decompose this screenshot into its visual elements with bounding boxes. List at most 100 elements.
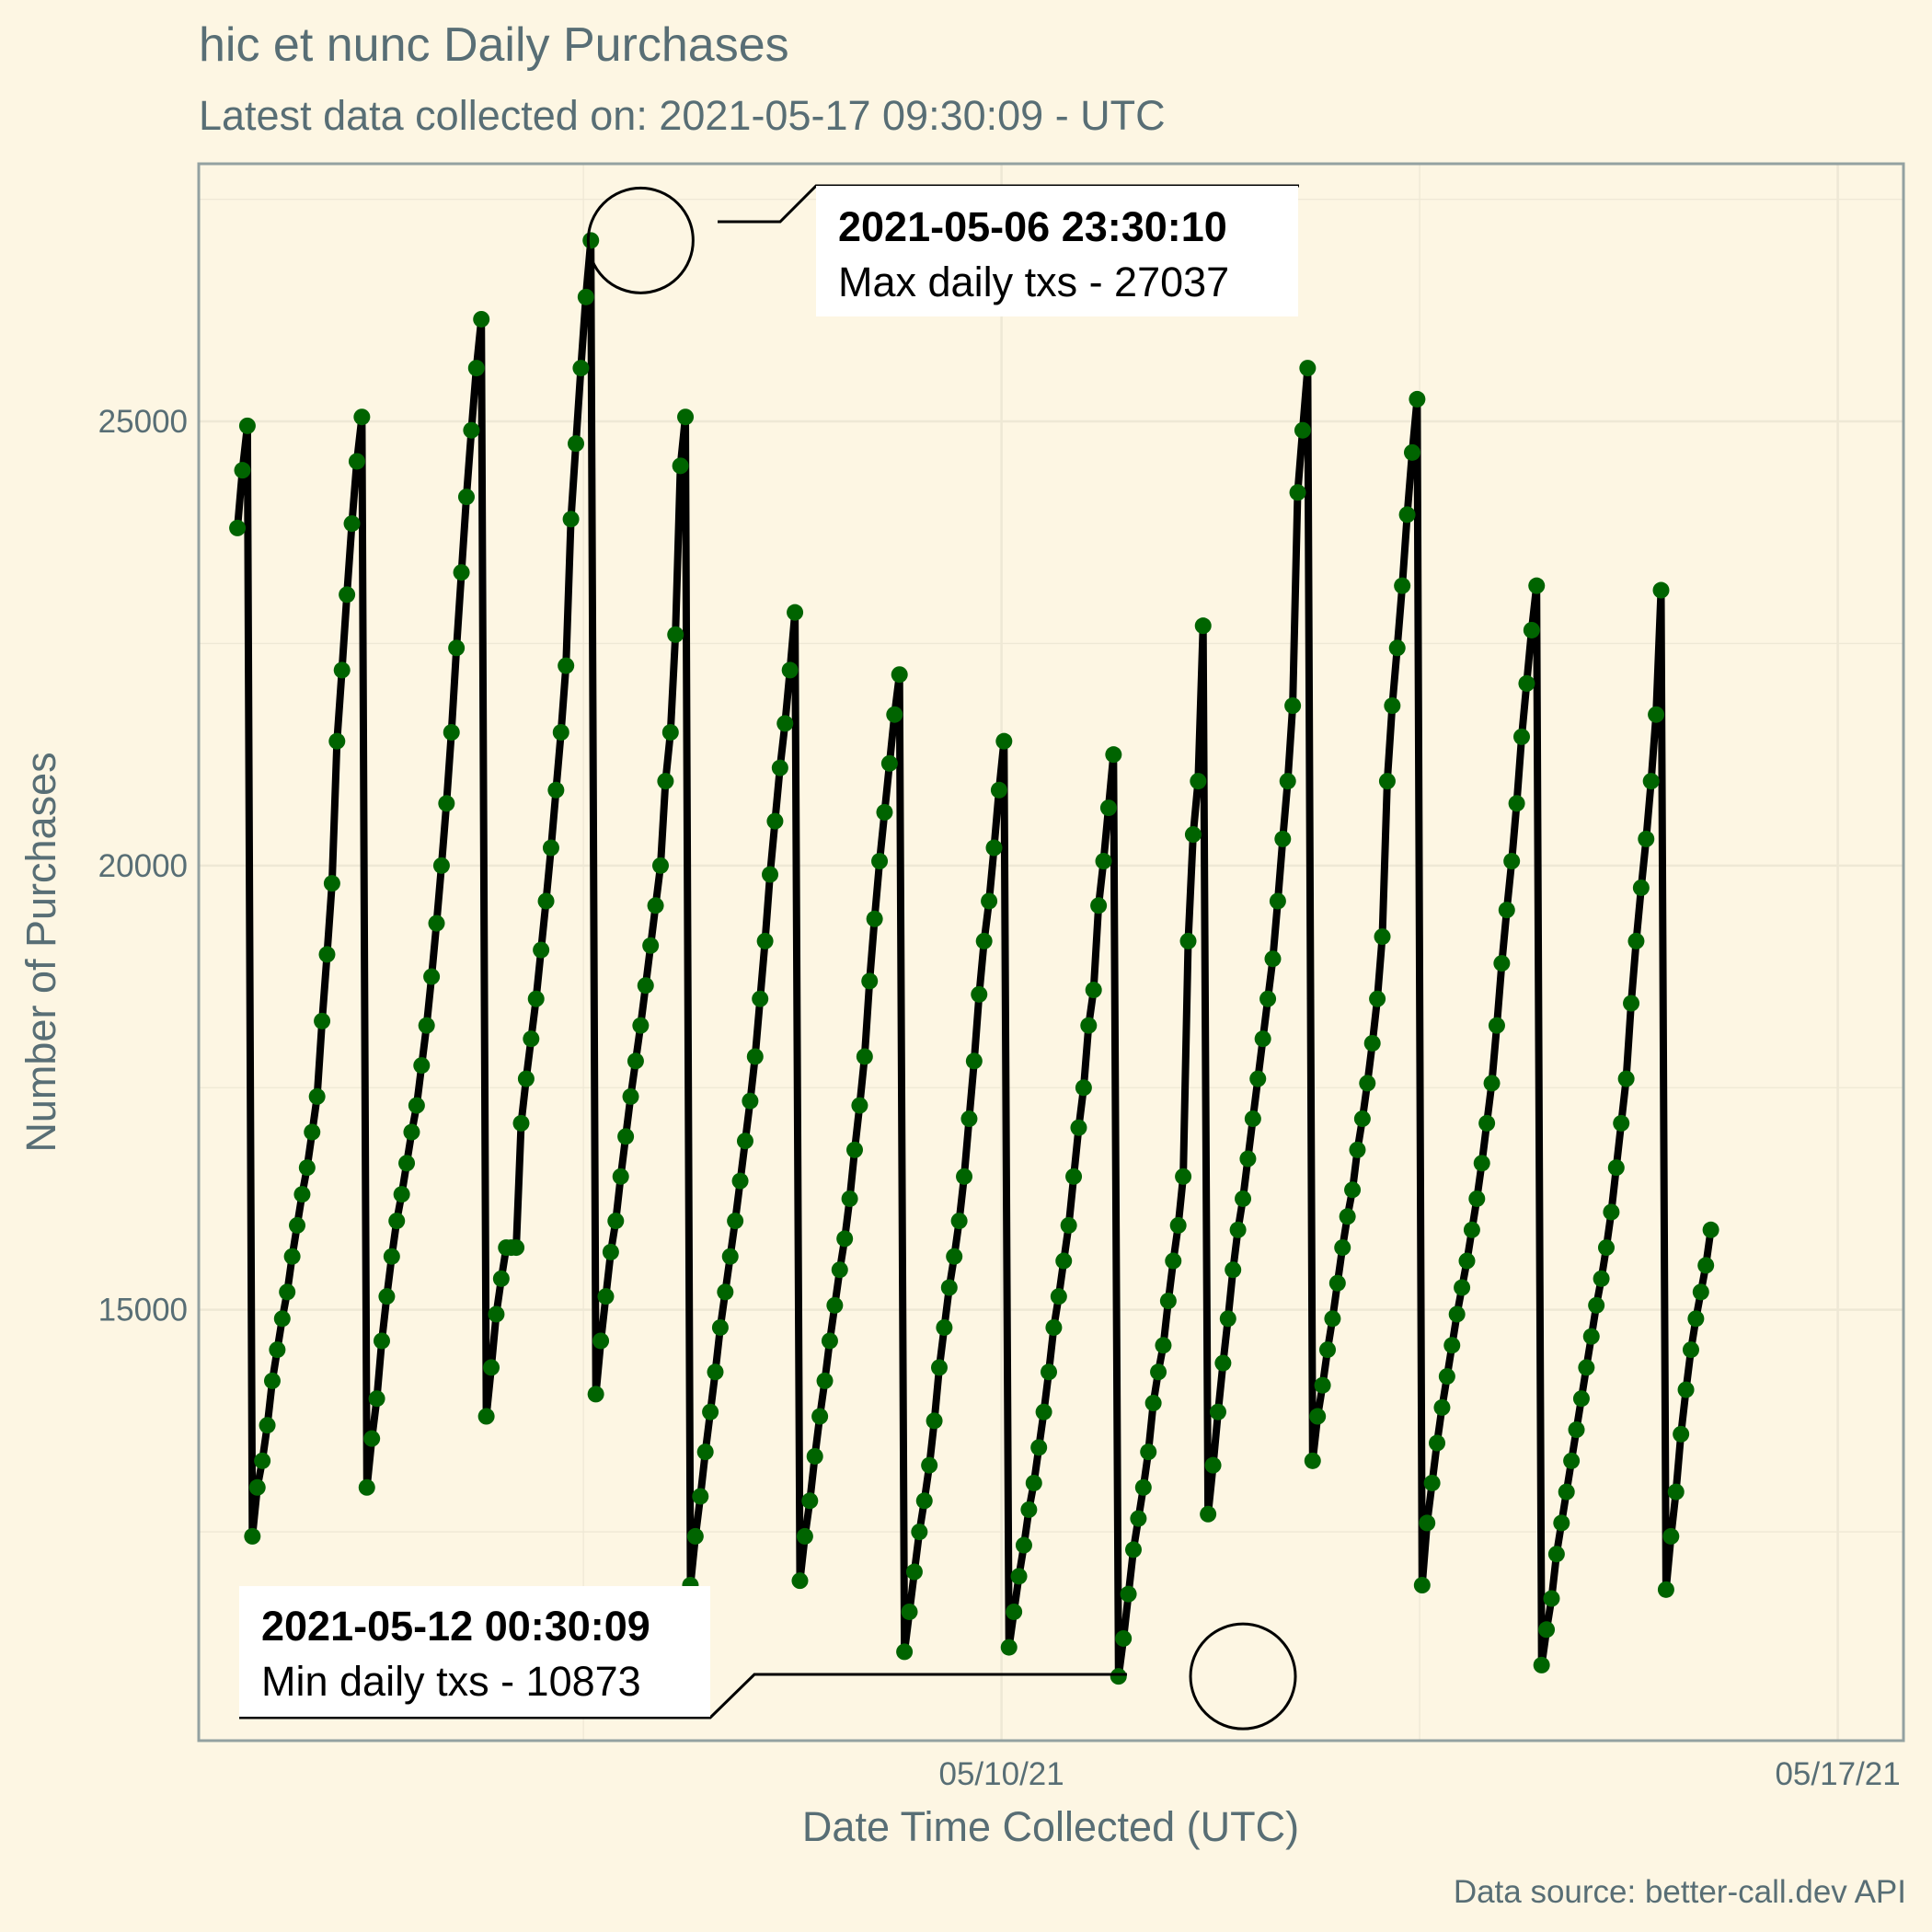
data-point — [836, 1230, 854, 1248]
data-point — [956, 1167, 973, 1185]
data-point — [1533, 1656, 1550, 1673]
data-point — [1020, 1501, 1038, 1518]
data-point — [831, 1261, 848, 1279]
data-point — [388, 1213, 406, 1230]
data-point — [1006, 1603, 1023, 1620]
data-point — [1060, 1216, 1077, 1234]
data-point — [642, 937, 660, 954]
data-point — [1667, 1483, 1685, 1501]
chart-subtitle: Latest data collected on: 2021-05-17 09:… — [199, 92, 1166, 139]
data-point — [229, 519, 247, 536]
data-point — [856, 1048, 873, 1065]
data-point — [273, 1310, 291, 1328]
data-point — [851, 1097, 868, 1114]
data-point — [323, 875, 340, 892]
data-point — [667, 626, 684, 643]
data-point — [880, 754, 898, 772]
data-point — [960, 1110, 978, 1128]
data-point — [901, 1603, 918, 1620]
data-point — [1035, 1403, 1052, 1420]
data-point — [348, 453, 365, 470]
y-tick-label: 25000 — [98, 404, 188, 440]
data-point — [617, 1128, 635, 1145]
max-label-text: Max daily txs - 27037 — [838, 259, 1229, 305]
data-point — [1607, 1159, 1625, 1177]
data-point — [552, 724, 569, 742]
data-point — [413, 1057, 431, 1075]
data-point — [1652, 581, 1670, 599]
data-point — [1249, 1070, 1267, 1087]
data-point — [940, 1279, 958, 1296]
data-point — [477, 1408, 495, 1425]
data-point — [1349, 1141, 1366, 1158]
data-point — [1384, 697, 1401, 715]
data-point — [289, 1216, 306, 1234]
data-point — [1597, 1239, 1615, 1257]
data-point — [592, 1332, 610, 1350]
data-point — [1179, 932, 1197, 949]
chart-caption: Data source: better-call.dev API — [1454, 1874, 1906, 1910]
data-point — [861, 972, 879, 990]
data-point — [1085, 982, 1102, 999]
data-point — [438, 795, 455, 812]
data-point — [1319, 1341, 1337, 1359]
data-point — [930, 1359, 948, 1376]
data-point — [318, 946, 336, 963]
annotation-max: 2021-05-06 23:30:10 Max daily txs - 2703… — [586, 184, 1299, 316]
data-point — [1578, 1359, 1595, 1376]
data-point — [339, 586, 356, 604]
data-point — [368, 1390, 385, 1408]
data-point — [1558, 1483, 1575, 1501]
data-point — [1144, 1395, 1162, 1412]
data-point — [846, 1141, 864, 1158]
data-point — [841, 1190, 858, 1207]
data-point — [1204, 1456, 1222, 1474]
data-point — [1642, 773, 1660, 790]
data-point — [279, 1283, 296, 1301]
data-point — [1593, 1270, 1610, 1287]
data-point — [587, 1386, 604, 1403]
data-point — [891, 666, 908, 684]
data-point — [353, 408, 371, 426]
data-point — [781, 661, 799, 679]
data-point — [1120, 1585, 1137, 1603]
data-point — [1194, 617, 1212, 635]
data-point — [542, 839, 559, 857]
plot-panel-border — [197, 162, 1905, 1742]
data-point — [1025, 1474, 1042, 1491]
data-point — [1613, 1114, 1630, 1132]
data-point — [244, 1527, 261, 1545]
data-point — [483, 1359, 500, 1376]
data-point — [523, 1030, 540, 1048]
data-point — [1155, 1337, 1172, 1354]
data-point — [1687, 1310, 1705, 1328]
data-point — [333, 661, 351, 679]
min-highlight-circle — [1189, 1622, 1297, 1731]
data-point — [533, 941, 550, 959]
data-point — [492, 1270, 510, 1287]
data-point — [1543, 1590, 1560, 1607]
data-point — [403, 1123, 420, 1141]
data-point — [796, 1527, 813, 1545]
data-point — [1463, 1221, 1480, 1238]
x-tick-label: 05/10/21 — [938, 1756, 1064, 1792]
data-point — [1309, 1408, 1327, 1425]
annotation-min: 2021-05-12 00:30:09 Min daily txs - 1087… — [239, 1586, 1297, 1731]
data-point — [1344, 1181, 1362, 1199]
data-point — [393, 1186, 410, 1203]
data-point — [1190, 773, 1207, 790]
data-point — [686, 1527, 704, 1545]
data-point — [1115, 1629, 1133, 1647]
data-point — [488, 1305, 505, 1323]
data-point — [358, 1478, 375, 1496]
data-point — [911, 1524, 928, 1541]
data-point — [657, 773, 674, 790]
data-point — [727, 1213, 744, 1230]
data-point — [637, 977, 654, 995]
data-point — [985, 839, 1003, 857]
data-point — [787, 604, 804, 621]
max-highlight-circle — [586, 186, 695, 294]
data-point — [776, 715, 794, 732]
data-point — [1353, 1110, 1371, 1128]
